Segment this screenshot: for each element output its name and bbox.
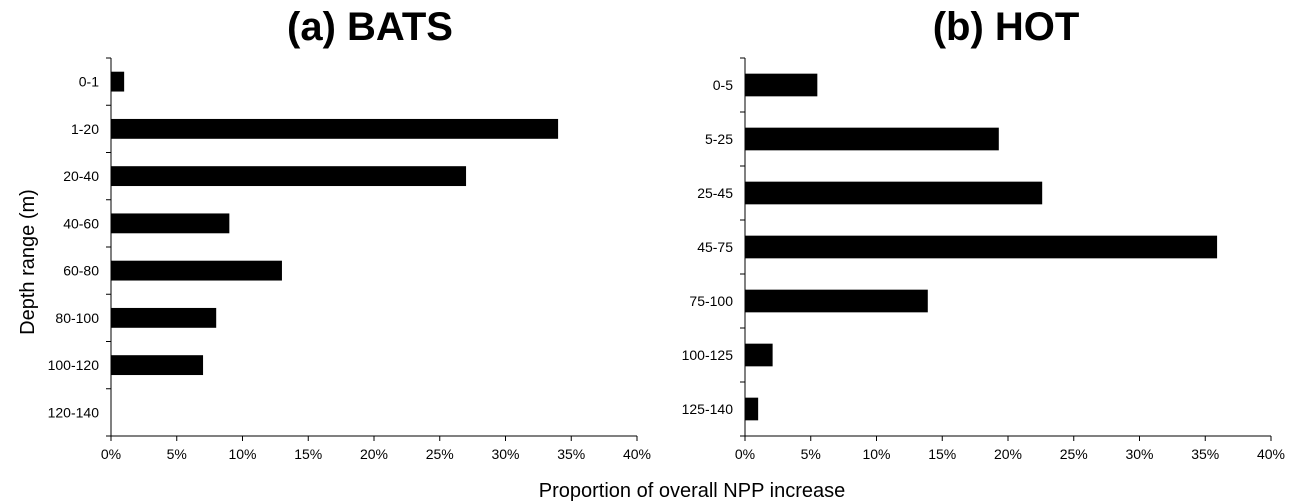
panel-b-y-tick-label: 45-75 [697, 239, 733, 255]
panel-b-y-tick-label: 100-125 [682, 347, 734, 363]
panel-a-y-tick-labels: 0-1 1-20 20-40 40-60 60-80 80-100 100-120 120-1… [48, 74, 100, 421]
panel-b-bar-25-45 [745, 181, 1043, 205]
x-axis-label: Proportion of overall NPP increase [539, 480, 845, 502]
panel-a-y-tick-label: 0-1 [79, 74, 99, 90]
panel-b-y-tick-label: 5-25 [705, 131, 733, 147]
panel-b-bar-125-140 [745, 397, 759, 421]
panel-b-axes [740, 57, 1272, 441]
y-axis-label: Depth range (m) [17, 189, 39, 335]
panel-b-x-tick-label: 25% [1060, 446, 1088, 462]
panel-b-bar-100-125 [745, 343, 773, 367]
panel-b-y-tick-label: 0-5 [713, 77, 733, 93]
panel-a-bar-40-60 [111, 213, 230, 234]
panel-a-y-tick-label: 120-140 [48, 404, 100, 420]
panel-a-y-tick-label: 100-120 [48, 357, 100, 373]
panel-a-y-tick-label: 60-80 [63, 263, 99, 279]
panel-a-x-tick-label: 15% [294, 446, 322, 462]
panel-a-y-tick-label: 20-40 [63, 168, 99, 184]
panel-b-x-tick-label: 10% [862, 446, 890, 462]
panel-b-x-tick-label: 0% [735, 446, 755, 462]
panel-b-x-tick-label: 30% [1125, 446, 1153, 462]
panel-b-y-tick-label: 25-45 [697, 185, 733, 201]
panel-a-y-tick-label: 40-60 [63, 215, 99, 231]
panel-a-x-tick-label: 0% [101, 446, 121, 462]
panel-b-title: (b) HOT [933, 5, 1080, 49]
panel-a-bats: (a) BATS 0-1 1-20 20-40 40-60 60-80 80-100 100… [48, 5, 651, 462]
panel-b-x-tick-label: 20% [994, 446, 1022, 462]
panel-b-y-tick-label: 125-140 [682, 401, 734, 417]
panel-a-x-tick-label: 5% [167, 446, 187, 462]
panel-b-hot: (b) HOT 0-5 5-25 25-45 45-75 75-100 100-125 12… [682, 5, 1285, 462]
panel-a-bar-60-80 [111, 260, 282, 281]
panel-a-x-tick-label: 10% [228, 446, 256, 462]
panel-b-x-tick-label: 5% [801, 446, 821, 462]
panel-a-bar-20-40 [111, 166, 467, 187]
panel-a-y-tick-label: 1-20 [71, 121, 99, 137]
panel-b-bar-75-100 [745, 289, 928, 313]
panel-a-bar-100-120 [111, 355, 204, 376]
panel-b-bar-45-75 [745, 235, 1218, 259]
panel-b-bar-5-25 [745, 127, 999, 151]
panel-a-x-tick-label: 40% [623, 446, 651, 462]
panel-a-bar-80-100 [111, 307, 217, 328]
panel-a-bars [111, 71, 559, 376]
panel-b-bars [745, 73, 1218, 421]
panel-b-x-tick-label: 40% [1257, 446, 1285, 462]
panel-a-x-tick-label: 30% [491, 446, 519, 462]
panel-b-x-tick-label: 35% [1191, 446, 1219, 462]
panel-a-bar-0-1 [111, 71, 125, 92]
panel-b-x-tick-labels: 0% 5% 10% 15% 20% 25% 30% 35% 40% [735, 446, 1285, 462]
panel-b-x-tick-label: 15% [928, 446, 956, 462]
panel-a-axes [106, 57, 638, 441]
panel-a-x-tick-label: 35% [557, 446, 585, 462]
panel-a-y-tick-label: 80-100 [55, 310, 99, 326]
panel-b-bar-0-5 [745, 73, 818, 97]
panel-b-y-tick-labels: 0-5 5-25 25-45 45-75 75-100 100-125 125-140 [682, 77, 734, 417]
panel-a-x-tick-label: 25% [426, 446, 454, 462]
panel-a-x-tick-label: 20% [360, 446, 388, 462]
panel-a-bar-1-20 [111, 118, 559, 139]
panel-b-y-tick-label: 75-100 [689, 293, 733, 309]
panel-a-x-tick-labels: 0% 5% 10% 15% 20% 25% 30% 35% 40% [101, 446, 651, 462]
panel-a-title: (a) BATS [287, 5, 453, 49]
